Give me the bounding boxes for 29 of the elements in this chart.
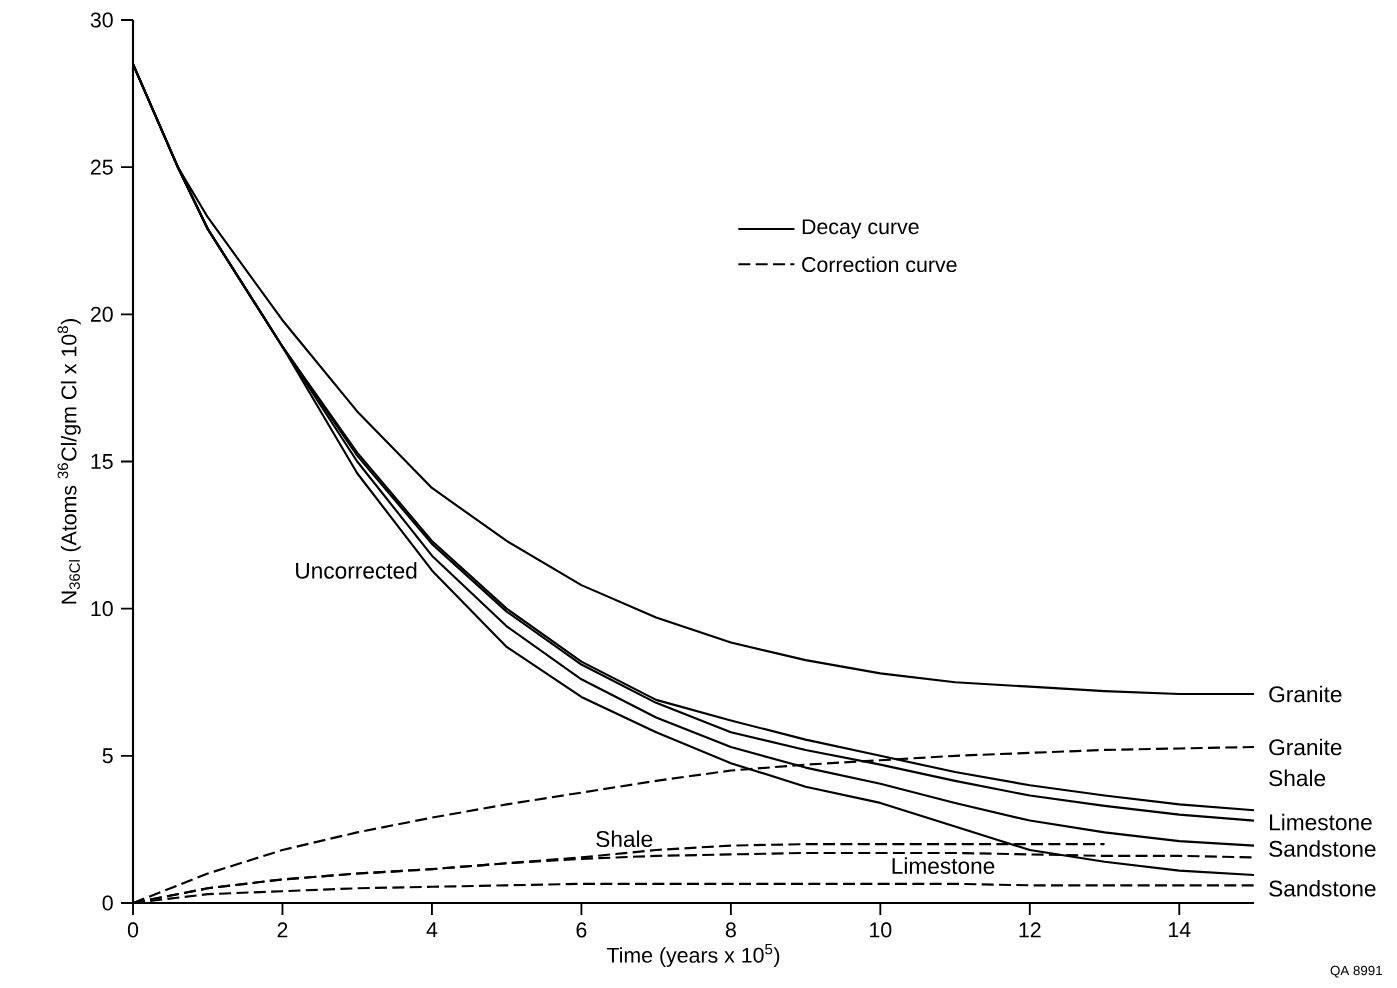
y-tick-label: 0 [102,895,113,911]
series-label: Limestone [892,857,995,875]
x-tick-label: 10 [870,922,892,938]
x-tick-label: 2 [277,922,288,938]
series-label: Sandstone [1269,879,1376,897]
series-label: Uncorrected [296,562,417,579]
text: QA 8991 [1330,965,1382,978]
series-label: Shale [1269,769,1326,787]
x-tick-label: 6 [576,922,587,938]
x-axis-title: Time (years x 10$^{5}$) [606,943,780,968]
y-tick-label: 30 [90,12,113,28]
x-tick-label: 8 [725,922,736,938]
series-label: Shale [596,830,653,848]
x-tick-label: 0 [127,922,139,938]
x-tick-label: 4 [426,922,438,938]
x-tick-label: 12 [1019,922,1041,938]
y-axis-title: N$_{36Cl}$ (Atoms $^{36}$Cl/gm Cl x 10$^{8}$) [57,319,81,604]
y-tick-label: 15 [91,454,113,469]
y-tick-label: 5 [102,748,113,764]
y-tick-label: 10 [91,601,113,617]
y-tick-label: 20 [90,306,113,322]
series-label: Limestone [1270,813,1372,831]
annotation: Correction curve [802,256,957,273]
x-tick-label: 14 [1169,922,1191,938]
series-label: Granite [1269,685,1342,703]
series-label: Granite [1269,738,1342,756]
annotation: Decay curve [802,219,919,239]
series-label: Sandstone [1269,840,1376,857]
y-tick-label: 25 [90,159,113,175]
